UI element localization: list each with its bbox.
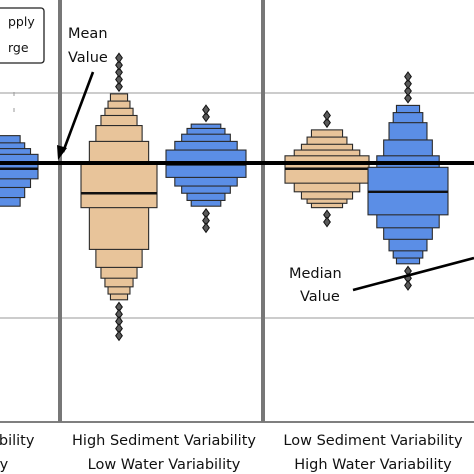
legend: pply rge [0, 7, 45, 64]
legend-box [0, 7, 45, 64]
boxen-series-0 [0, 135, 39, 207]
outlier-point-1-3 [115, 59, 123, 71]
mean-annotation-arrowhead [57, 145, 67, 160]
boxen-series-1 [80, 52, 158, 342]
x-axis-labels: ability ty High Sediment Variability Low… [0, 433, 463, 473]
boxen-series-2 [165, 104, 247, 234]
legend-entry-recharge: rge [8, 40, 29, 55]
outlier-point-2-0 [202, 111, 210, 123]
legend-entry-supply: pply [8, 14, 35, 29]
boxen-series-3 [284, 110, 370, 228]
outlier-point-1-1 [115, 74, 123, 85]
group-label-1-line2: Low Water Variability [88, 457, 241, 473]
group-label-0-line2: ty [0, 457, 9, 473]
outlier-point-1-2 [115, 66, 123, 78]
boxen-level-1-0 [80, 162, 158, 209]
outlier-point-4-6 [404, 279, 412, 291]
group-label-0-line1: ability [0, 433, 35, 449]
median-value-annotation: Median Value [289, 256, 474, 305]
mean-value-annotation: Mean Value [57, 26, 108, 160]
outlier-point-4-3 [404, 71, 412, 83]
group-label-2-line1: Low Sediment Variability [283, 433, 463, 449]
outlier-point-1-9 [115, 330, 123, 342]
outlier-point-4-0 [404, 92, 412, 104]
plot-frame [0, 0, 474, 423]
outlier-point-2-1 [202, 104, 210, 116]
outlier-point-4-1 [404, 85, 412, 97]
group-label-1-line1: High Sediment Variability [72, 433, 256, 449]
mean-annotation-line2: Value [68, 50, 108, 66]
boxen-series-4 [367, 71, 449, 291]
outlier-point-1-0 [115, 81, 123, 93]
mean-annotation-line1: Mean [68, 26, 108, 42]
mean-annotation-arrow [61, 71, 95, 153]
outlier-point-1-4 [115, 52, 123, 64]
outlier-point-2-4 [202, 222, 210, 234]
median-annotation-line1: Median [289, 266, 342, 282]
group-label-2-line2: High Water Variability [294, 457, 452, 473]
median-annotation-arrow [352, 256, 474, 292]
outlier-point-4-2 [404, 78, 412, 90]
median-annotation-line2: Value [300, 289, 340, 305]
boxen-level-0-0 [0, 153, 39, 180]
outlier-point-3-3 [323, 216, 331, 228]
outlier-point-3-1 [323, 110, 331, 121]
boxen-series [0, 52, 449, 342]
outlier-point-3-0 [323, 117, 331, 129]
